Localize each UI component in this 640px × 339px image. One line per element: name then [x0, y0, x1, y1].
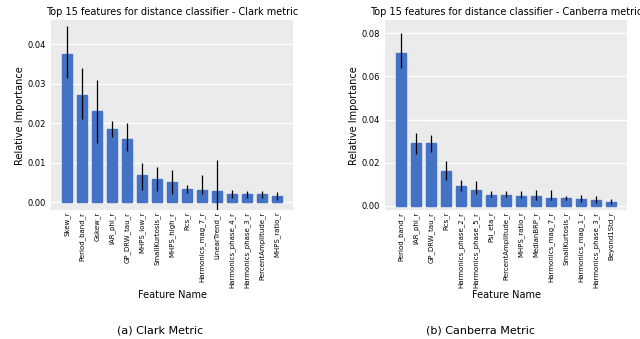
Bar — [138, 175, 147, 202]
Text: (b) Canberra Metric: (b) Canberra Metric — [426, 326, 534, 336]
Bar — [182, 189, 192, 202]
Y-axis label: Relative Importance: Relative Importance — [349, 66, 359, 165]
Bar — [77, 96, 87, 202]
Bar — [257, 194, 267, 202]
Bar — [152, 179, 162, 202]
Bar — [426, 143, 436, 206]
Bar — [471, 190, 481, 206]
Bar — [441, 171, 451, 206]
Bar — [547, 198, 556, 206]
Bar — [108, 129, 117, 202]
Bar — [197, 191, 207, 202]
Title: Top 15 features for distance classifier - Canberra metric: Top 15 features for distance classifier … — [370, 7, 640, 17]
Bar — [561, 198, 571, 206]
Y-axis label: Relative Importance: Relative Importance — [15, 66, 25, 165]
Bar — [92, 111, 102, 202]
X-axis label: Feature Name: Feature Name — [138, 291, 207, 300]
Bar — [531, 196, 541, 206]
Bar — [62, 54, 72, 202]
Bar — [412, 143, 421, 206]
Title: Top 15 features for distance classifier - Clark metric: Top 15 features for distance classifier … — [46, 7, 298, 17]
Bar — [273, 196, 282, 202]
Bar — [516, 196, 526, 206]
Bar — [212, 191, 222, 202]
Bar — [501, 195, 511, 206]
Bar — [591, 200, 601, 206]
Bar — [607, 202, 616, 206]
Bar — [486, 195, 496, 206]
Bar — [456, 186, 466, 206]
Bar — [122, 139, 132, 202]
Bar — [243, 194, 252, 202]
X-axis label: Feature Name: Feature Name — [472, 291, 541, 300]
Bar — [577, 199, 586, 206]
Bar — [227, 194, 237, 202]
Bar — [396, 53, 406, 206]
Bar — [167, 182, 177, 202]
Text: (a) Clark Metric: (a) Clark Metric — [117, 326, 203, 336]
